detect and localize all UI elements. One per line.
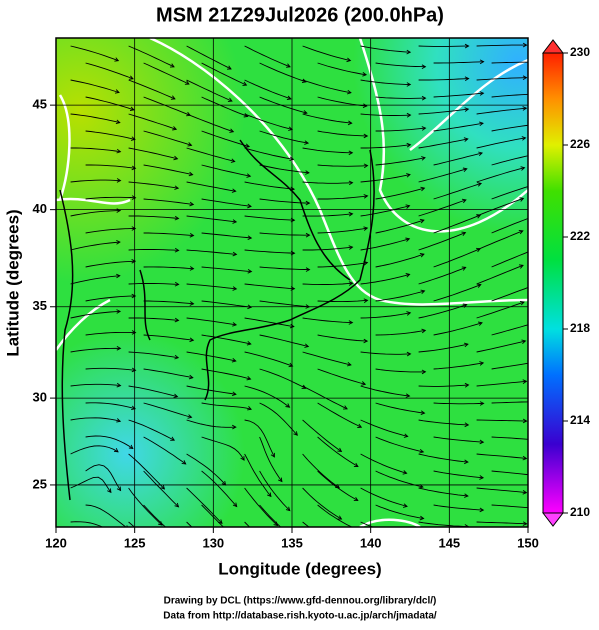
y-tick-label: 30 [33,390,47,405]
streamline-arrow [538,400,542,404]
colorbar-body [543,53,563,513]
colorbar-tick-label: 226 [570,137,590,151]
streamline-arrow [220,552,224,556]
streamline-arrow [535,183,539,187]
colorbar-extend-top [543,40,563,53]
colorbar-tick-label: 214 [570,413,590,427]
streamline-arrow [538,507,542,511]
colorbar-extend-bottom [543,513,563,526]
title: MSM 21Z29Jul2026 (200.0hPa) [156,4,444,26]
streamline-arrow [537,122,541,126]
streamline-arrow [538,474,542,478]
x-tick-label: 135 [281,535,303,550]
streamline-arrow [538,60,542,64]
streamline-arrow [164,550,168,554]
x-tick-label: 140 [360,535,382,550]
streamline-arrow [114,532,118,535]
streamline-arrow [535,283,539,287]
streamline-arrow [534,214,538,218]
x-tick-label: 145 [438,535,460,550]
streamline-arrow [534,248,538,252]
streamline-arrow [233,536,237,540]
colorbar-tick-label: 230 [570,45,590,59]
streamline-arrow [536,152,540,156]
x-tick-label: 150 [517,535,539,550]
map-field [56,38,542,556]
streamline-arrow [278,551,282,555]
streamline-arrow [356,528,360,532]
streamline-arrow [538,92,542,96]
y-tick-label: 45 [33,97,47,112]
streamline-arrow [405,534,409,538]
streamline-arrow [341,545,345,549]
y-axis-label: Latitude (degrees) [3,209,22,356]
colorbar: 210 214 218 222 226 230 [543,40,590,526]
credit: Data from http://database.rish.kyoto-u.a… [163,611,437,622]
x-tick-label: 130 [202,535,224,550]
y-tick-label: 40 [33,201,47,216]
streamline-arrow [537,360,541,364]
colorbar-tick-label: 210 [570,505,590,519]
colorbar-tick-label: 218 [570,321,590,335]
streamline-arrow [536,321,540,325]
y-tick-label: 25 [33,476,47,491]
streamline-arrow [538,438,542,442]
x-axis-label: Longitude (degrees) [218,559,381,578]
x-tick-label: 120 [45,535,67,550]
colorbar-tick-label: 222 [570,229,590,243]
credit: Drawing by DCL (https://www.gfd-dennou.o… [164,596,437,607]
x-tick-label: 125 [124,535,146,550]
streamline-arrow [176,536,180,540]
y-tick-label: 35 [33,298,47,313]
